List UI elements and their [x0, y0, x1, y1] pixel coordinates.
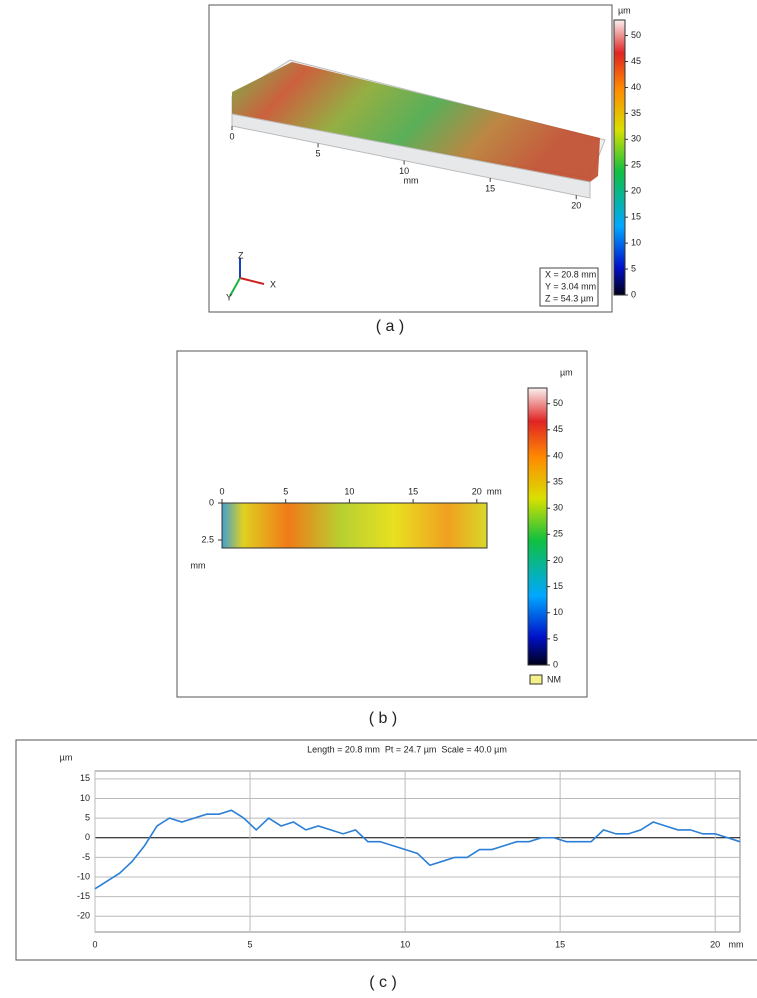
panel-c-frame: [15, 739, 757, 961]
y-unit: µm: [60, 752, 73, 762]
x-tick-label: 15: [555, 939, 565, 949]
triad-x: [239, 277, 265, 285]
y-tick-label: -10: [77, 871, 90, 881]
colorbar-tick-label: 0: [553, 659, 558, 669]
readout-line: X = 20.8 mm: [545, 269, 596, 279]
colorbar-tick-label: 25: [553, 529, 563, 539]
y-tick-label: 0: [85, 832, 90, 842]
colorbar-tick-label: 15: [631, 212, 641, 222]
colorbar-unit: µm: [560, 367, 573, 377]
colorbar-tick-label: 10: [631, 237, 641, 247]
x-tick-label: 0: [219, 486, 224, 496]
colorbar-tick-label: 50: [553, 398, 563, 408]
x-tick-label: 10: [399, 166, 409, 176]
caption: ( c ): [369, 974, 397, 991]
plot-area: [94, 770, 741, 933]
x-unit: mm: [404, 175, 419, 185]
triad-label: Z: [238, 250, 244, 260]
colorbar-tick-label: 35: [553, 476, 563, 486]
y-tick-label: -20: [77, 911, 90, 921]
x-tick-label: 15: [485, 183, 495, 193]
colorbar-tick-label: 30: [631, 134, 641, 144]
colorbar-unit: µm: [618, 5, 631, 15]
colorbar-tick-label: 40: [631, 82, 641, 92]
x-tick-label: 5: [316, 149, 321, 159]
x-unit: mm: [729, 939, 744, 949]
triad-label: X: [270, 279, 276, 289]
x-tick-label: 20: [710, 939, 720, 949]
readout-line: Z = 54.3 µm: [545, 293, 593, 303]
colorbar-tick-label: 5: [631, 263, 636, 273]
triad-label: Y: [226, 292, 232, 302]
colorbar-tick-label: 0: [631, 289, 636, 299]
colorbar-tick-label: 30: [553, 503, 563, 513]
colorbar: [527, 387, 548, 666]
y-tick-label: 10: [80, 793, 90, 803]
x-unit: mm: [487, 486, 502, 496]
triad-y: [229, 277, 241, 297]
colorbar-tick-label: 45: [631, 56, 641, 66]
x-tick-label: 15: [408, 486, 418, 496]
colorbar-tick-label: 20: [631, 186, 641, 196]
readout-line: Y = 3.04 mm: [545, 281, 596, 291]
colorbar-tick-label: 10: [553, 607, 563, 617]
surface: [232, 62, 600, 182]
x-tick-label: 0: [229, 131, 234, 141]
y-tick-label: -5: [82, 852, 90, 862]
colorbar-tick-label: 5: [553, 633, 558, 643]
chart-title: Length = 20.8 mm Pt = 24.7 µm Scale = 40…: [307, 744, 507, 754]
x-tick-label: 20: [571, 201, 581, 211]
readout-box: [539, 267, 599, 307]
y-tick-label: 0: [209, 497, 214, 507]
colorbar-tick-label: 50: [631, 30, 641, 40]
nm-swatch: [529, 674, 543, 685]
x-tick-label: 10: [400, 939, 410, 949]
y-unit: mm: [191, 560, 206, 570]
x-tick-label: 5: [283, 486, 288, 496]
x-tick-label: 5: [248, 939, 253, 949]
y-tick-label: 5: [85, 812, 90, 822]
x-tick-label: 0: [92, 939, 97, 949]
nm-label: NM: [547, 674, 561, 684]
caption: ( b ): [369, 710, 397, 727]
x-tick-label: 20: [472, 486, 482, 496]
colorbar: [613, 19, 626, 296]
caption: ( a ): [376, 318, 404, 335]
y-tick-label: -15: [77, 891, 90, 901]
y-tick-label: 2.5: [201, 534, 214, 544]
y-tick-label: 15: [80, 773, 90, 783]
colorbar-tick-label: 40: [553, 450, 563, 460]
colorbar-tick-label: 15: [553, 581, 563, 591]
colorbar-tick-label: 45: [553, 424, 563, 434]
surface-front: [231, 113, 591, 199]
x-tick-label: 10: [344, 486, 354, 496]
colorbar-tick-label: 20: [553, 555, 563, 565]
height-map: [221, 502, 488, 549]
colorbar-tick-label: 35: [631, 108, 641, 118]
colorbar-tick-label: 25: [631, 160, 641, 170]
profile-line: [94, 809, 741, 890]
